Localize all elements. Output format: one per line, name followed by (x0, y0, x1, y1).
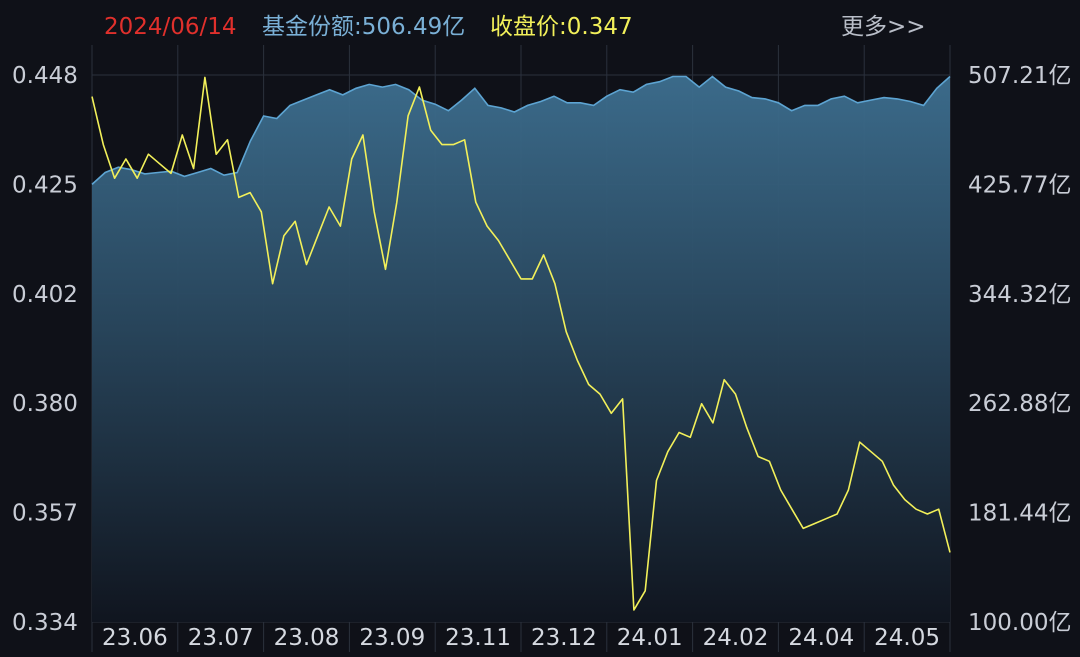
fund-share-label: 基金份额:506.49亿 (262, 14, 465, 40)
y-left-tick-label: 0.334 (12, 610, 78, 636)
y-left-tick-label: 0.448 (12, 63, 78, 89)
fund-share-area (92, 76, 950, 622)
date-label: 2024/06/14 (104, 14, 237, 40)
x-tick-label: 23.12 (531, 625, 597, 651)
close-price-line (91, 76, 951, 611)
x-tick-label: 24.05 (874, 625, 940, 651)
y-left-tick-label: 0.425 (12, 172, 78, 198)
close-price-line-series (91, 76, 951, 611)
fund-share-area-series (91, 75, 951, 622)
more-button[interactable]: 更多>> (841, 14, 926, 40)
y-right-tick-label: 507.21亿 (968, 63, 1071, 89)
y-right-tick-label: 262.88亿 (968, 391, 1071, 417)
y-left-tick-label: 0.357 (12, 501, 78, 527)
y-right-tick-label: 344.32亿 (968, 282, 1071, 308)
y-left-tick-label: 0.402 (12, 282, 78, 308)
close-price-label: 收盘价:0.347 (490, 14, 633, 40)
x-tick-label: 23.08 (274, 625, 340, 651)
fund-share-line (91, 75, 951, 185)
x-tick-label: 24.01 (617, 625, 683, 651)
left-y-axis: 0.448 0.425 0.402 0.380 0.357 0.334 (12, 63, 78, 636)
y-left-tick-label: 0.380 (12, 391, 78, 417)
x-tick-label: 23.09 (359, 625, 425, 651)
x-tick-label: 24.04 (788, 625, 854, 651)
x-tick-label: 23.06 (102, 625, 168, 651)
x-tick-label: 24.02 (703, 625, 769, 651)
x-tick-label: 23.11 (445, 625, 511, 651)
right-y-axis: 507.21亿 425.77亿 344.32亿 262.88亿 181.44亿 100.0… (968, 63, 1071, 636)
y-right-tick-label: 181.44亿 (968, 501, 1071, 527)
x-axis: 23.06 23.07 23.08 23.09 23.11 23.12 24.01 24.02… (102, 625, 940, 651)
y-right-tick-label: 425.77亿 (968, 172, 1071, 198)
y-right-tick-label: 100.00亿 (968, 610, 1071, 636)
x-tick-label: 23.07 (188, 625, 254, 651)
